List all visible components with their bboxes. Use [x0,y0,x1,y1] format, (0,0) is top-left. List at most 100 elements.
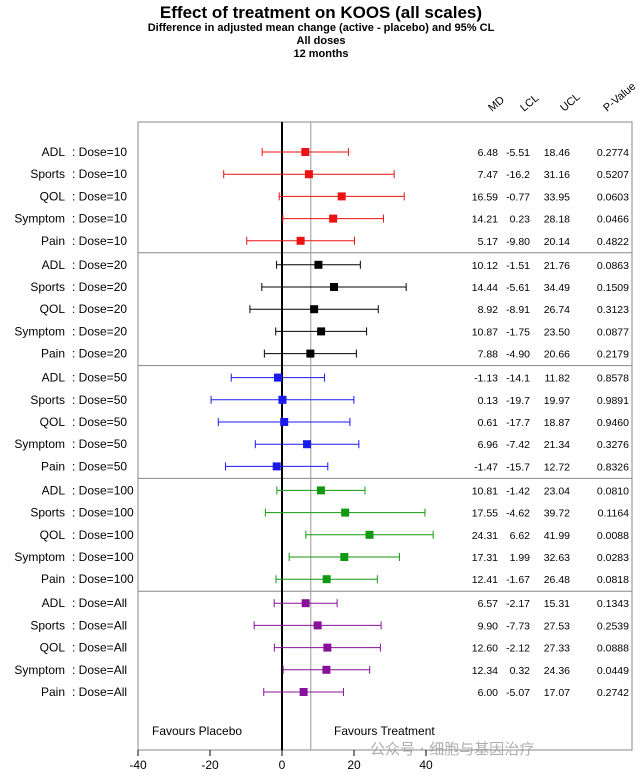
ucl-value: 41.99 [544,530,570,542]
chart-title: Effect of treatment on KOOS (all scales) [159,3,483,22]
md-value: 17.55 [472,508,498,520]
ucl-value: 17.07 [544,687,570,699]
lcl-value: -14.1 [506,373,530,385]
row-dose-label: : Dose=10 [72,234,127,248]
lcl-value: -15.7 [506,461,530,473]
row-scale-label: ADL [42,596,66,610]
mean-difference-point [329,214,338,223]
favours-placebo-label: Favours Placebo [152,724,242,738]
row-dose-label: : Dose=100 [72,506,134,520]
row-dose-label: : Dose=50 [72,371,127,385]
forest-row: Sports: Dose=50 0.13 -19.7 19.97 0.9891 [30,393,629,407]
mean-difference-point [329,283,338,291]
ucl-value: 19.97 [544,395,570,407]
row-scale-label: Pain [41,347,65,361]
p-value: 0.4822 [597,236,629,248]
row-dose-label: : Dose=20 [72,302,127,316]
mean-difference-point [306,349,315,358]
plot-frame [137,121,633,751]
forest-row: Sports: Dose=All 9.90 -7.73 27.53 0.2539 [30,618,629,632]
p-value: 0.2774 [597,147,629,159]
md-value: 6.48 [478,147,499,159]
mean-difference-point [304,170,313,179]
lcl-value: 1.99 [510,552,531,564]
forest-row: QOL: Dose=20 8.92 -8.91 26.74 0.3123 [40,302,629,316]
mean-difference-point [280,418,289,426]
forest-row: ADL: Dose=10 6.48 -5.51 18.46 0.2774 [42,145,629,159]
row-dose-label: : Dose=100 [72,550,134,564]
md-value: 10.12 [472,260,498,272]
mean-difference-point [316,486,325,495]
p-value: 0.1343 [597,598,629,610]
lcl-value: -5.61 [506,282,530,294]
md-value: 7.88 [478,349,499,361]
mean-difference-point [322,575,331,584]
row-dose-label: : Dose=All [72,618,127,632]
forest-row: Symptom: Dose=100 17.31 1.99 32.63 0.0283 [14,550,629,564]
lcl-value: -7.42 [506,439,530,451]
mean-difference-point [301,148,310,156]
md-value: 12.60 [472,643,498,655]
ucl-value: 31.16 [544,169,570,181]
ucl-value: 27.53 [544,620,570,632]
ucl-value: 18.87 [544,417,570,429]
mean-difference-point [341,508,350,517]
lcl-value: -9.80 [506,236,530,248]
forest-row: Sports: Dose=100 17.55 -4.62 39.72 0.1164 [30,506,629,520]
p-value: 0.0888 [597,643,629,655]
ucl-value: 21.34 [544,439,570,451]
row-scale-label: QOL [40,302,66,316]
row-scale-label: ADL [42,371,66,385]
mean-difference-point [278,395,287,404]
lcl-value: -4.90 [506,349,530,361]
watermark: 公众号 · 细胞与基因治疗 [370,740,535,758]
md-value: 5.17 [478,236,499,248]
ucl-value: 21.76 [544,260,570,272]
lcl-value: -1.51 [506,260,530,272]
md-value: 24.31 [472,530,498,542]
ucl-value: 26.74 [544,304,570,316]
ucl-value: 20.14 [544,236,570,248]
row-dose-label: : Dose=100 [72,483,134,497]
row-scale-label: QOL [40,528,66,542]
row-dose-label: : Dose=10 [72,212,127,226]
p-value: 0.0449 [597,665,629,677]
forest-row: ADL: Dose=20 10.12 -1.51 21.76 0.0863 [42,258,629,272]
x-tick-label: 40 [419,758,433,772]
p-value: 0.0818 [597,574,629,586]
lcl-value: -7.73 [506,620,530,632]
md-value: 6.00 [478,687,499,699]
row-dose-label: : Dose=50 [72,459,127,473]
row-dose-label: : Dose=100 [72,572,134,586]
md-value: 6.57 [478,598,499,610]
row-scale-label: Sports [30,280,65,294]
mean-difference-point [310,305,319,314]
mean-difference-point [299,688,308,696]
row-scale-label: Sports [30,506,65,520]
lcl-value: -1.67 [506,574,530,586]
ucl-value: 26.48 [544,574,570,586]
lcl-value: 6.62 [510,530,531,542]
md-value: 14.21 [472,214,498,226]
lcl-value: -2.17 [506,598,530,610]
column-header-pvalue: P-Value [601,80,638,114]
ucl-value: 39.72 [544,508,570,520]
forest-row: QOL: Dose=All 12.60 -2.12 27.33 0.0888 [40,641,629,655]
mean-difference-point [272,462,281,471]
row-dose-label: : Dose=100 [72,528,134,542]
p-value: 0.3123 [597,304,629,316]
md-value: 10.87 [472,326,498,338]
forest-row: QOL: Dose=10 16.59 -0.77 33.95 0.0603 [40,189,629,203]
row-scale-label: Sports [30,167,65,181]
row-scale-label: Symptom [14,663,65,677]
row-scale-label: Sports [30,393,65,407]
forest-row: ADL: Dose=50 -1.13 -14.1 11.82 0.8578 [42,371,629,385]
row-scale-label: Pain [41,234,65,248]
row-scale-label: QOL [40,189,66,203]
lcl-value: -8.91 [506,304,530,316]
p-value: 0.0283 [597,552,629,564]
row-scale-label: ADL [42,145,66,159]
forest-row: QOL: Dose=100 24.31 6.62 41.99 0.0088 [40,528,629,542]
forest-row: QOL: Dose=50 0.61 -17.7 18.87 0.9460 [40,415,629,429]
p-value: 0.8326 [597,461,629,473]
